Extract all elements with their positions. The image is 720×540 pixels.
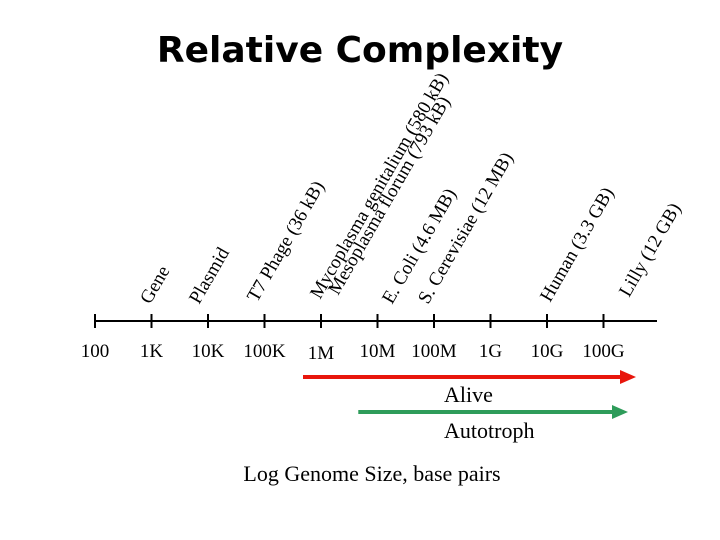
axis-ticks (94, 314, 605, 328)
organism-label: Lilly (12 GB) (615, 200, 685, 301)
organism-label: Human (3.3 GB) (536, 184, 618, 306)
tick-label: 100 (81, 341, 110, 362)
range-arrows: Alive Autotroph (303, 370, 636, 443)
tick-label: 100K (243, 341, 286, 362)
organism-label: Plasmid (185, 244, 234, 308)
tick-label: 10M (360, 341, 396, 362)
range-label: Alive (444, 382, 493, 407)
axis-tick-labels: 100 1K 10K 100K 1M 10M 100M 1G 10G 100G (81, 341, 625, 364)
range-arrow-head (612, 405, 628, 419)
tick-label: 1G (479, 341, 503, 362)
page-title: Relative Complexity (156, 30, 564, 71)
range-arrow-head (620, 370, 636, 384)
tick-label: 100G (582, 341, 625, 362)
tick-label: 10G (531, 341, 564, 362)
organism-labels: Gene Plasmid T7 Phage (36 kB)Mycoplasma ge… (136, 69, 685, 307)
tick-label: 10K (192, 341, 225, 362)
tick-label: 100M (411, 341, 457, 362)
tick-label: 1K (140, 341, 164, 362)
axis-label: Log Genome Size, base pairs (243, 461, 500, 486)
organism-label: Gene (136, 262, 174, 307)
tick-label: 1M (308, 343, 335, 364)
range-label: Autotroph (444, 418, 534, 443)
